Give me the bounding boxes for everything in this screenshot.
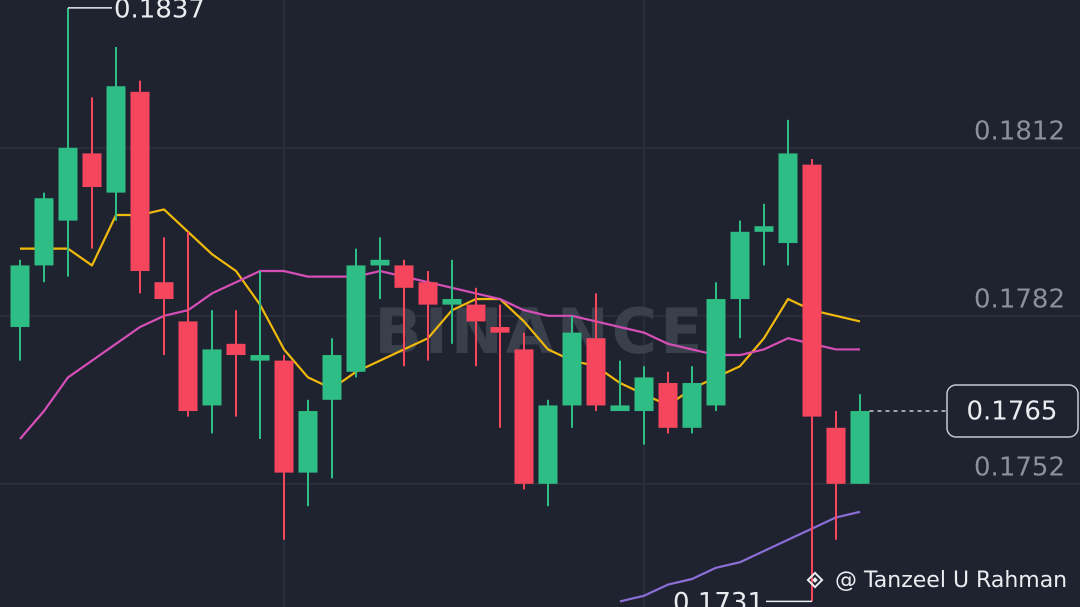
candle-body (634, 377, 654, 412)
candle-body (610, 405, 630, 412)
candle-body (34, 198, 54, 266)
candle-body (130, 91, 150, 272)
credit: @ Tanzeel U Rahman (835, 568, 1067, 593)
high-label: 0.1837 (114, 0, 205, 24)
candle-body (274, 360, 294, 473)
candle-body (586, 338, 606, 406)
candle-body (538, 405, 558, 484)
candle-body (346, 265, 366, 372)
last-price-label: 0.1765 (967, 397, 1058, 427)
candle-body (370, 259, 390, 266)
credit-logo (806, 571, 824, 589)
candle-body (154, 282, 174, 300)
candle-body (682, 383, 702, 428)
logo-center (812, 577, 818, 583)
candle-body (82, 153, 102, 188)
candle-body (562, 332, 582, 406)
candle-body (778, 153, 798, 244)
y-tick-label: 0.1782 (974, 284, 1065, 314)
candle-body (298, 411, 318, 473)
candle-body (418, 282, 438, 305)
candle-body (106, 86, 126, 193)
candle-body (226, 343, 246, 356)
marks (10, 7, 870, 603)
candle-body (202, 349, 222, 406)
candle-body (178, 321, 198, 412)
candle-body (850, 411, 870, 484)
moving-average-line (619, 510, 861, 603)
last-price-box (946, 384, 1079, 438)
y-tick-label: 0.1812 (974, 116, 1065, 146)
candle-body (394, 265, 414, 288)
logo-diamond (806, 571, 824, 589)
candle-body (322, 355, 342, 400)
y-tick-label: 0.1752 (974, 452, 1065, 482)
candle-body (514, 349, 534, 484)
candle-body (466, 304, 486, 322)
candle-body (754, 226, 774, 232)
candle-body (442, 299, 462, 305)
candle-body (58, 147, 78, 221)
low-label: 0.1731 (673, 588, 764, 607)
candle-body (706, 299, 726, 406)
candle-body (826, 427, 846, 484)
candle-body (490, 327, 510, 333)
candle-body (730, 231, 750, 300)
labels: 0.1752 0.1782 0.1812 0.1837 0.1731 0.1765 (68, 0, 1079, 607)
candle-body (802, 164, 822, 417)
candle-body (250, 355, 270, 361)
watermark: BINANCE (375, 295, 706, 368)
candle-body (10, 265, 30, 328)
candle-body (658, 383, 678, 428)
